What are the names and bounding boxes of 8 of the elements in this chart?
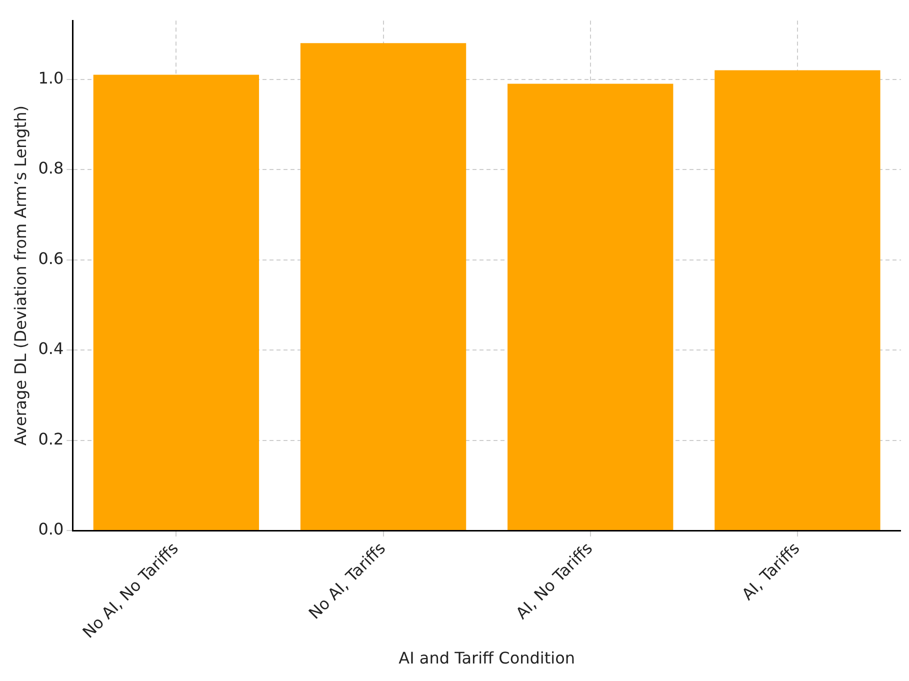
y-axis-title: Average DL (Deviation from Arm’s Length)	[10, 106, 30, 446]
y-tick-label: 0.0	[38, 520, 64, 539]
y-tick-label: 0.2	[38, 429, 64, 448]
y-tick-label: 0.6	[38, 248, 64, 268]
y-tick-label: 0.8	[38, 158, 64, 178]
x-axis-title: AI and Tariff Condition	[398, 648, 575, 668]
y-tick-label: 1.0	[38, 68, 64, 88]
y-tick-label: 0.4	[38, 339, 64, 358]
